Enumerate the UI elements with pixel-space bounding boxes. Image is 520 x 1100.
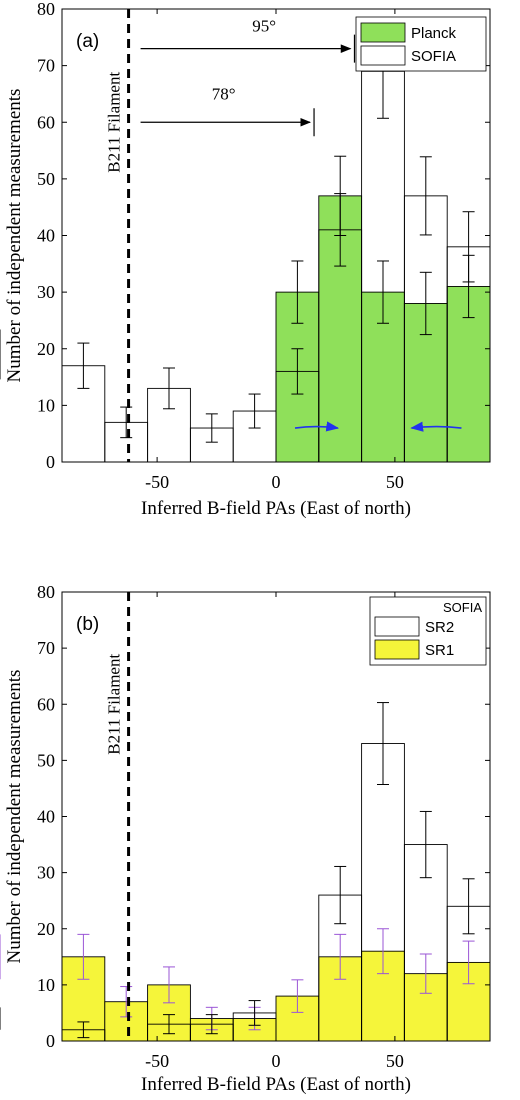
y-tick-label: 0 (46, 1031, 55, 1051)
errorbar-sr2 (77, 1021, 90, 1039)
y-tick-label: 80 (37, 582, 55, 602)
errorbar-planck (419, 271, 432, 336)
angle-label: 95° (252, 17, 276, 36)
blue-arrow (410, 421, 462, 432)
legend-label-sr1: SR1 (425, 642, 454, 659)
panel-label: (b) (76, 614, 99, 635)
errorbar-sofia (248, 393, 261, 429)
y-tick-label: 10 (37, 395, 55, 415)
y-axis-label: Number of independent measurements (4, 89, 25, 383)
panel-label: (a) (76, 31, 99, 52)
errorbar-sr2 (419, 810, 432, 879)
errorbar-sr1 (77, 933, 90, 980)
errorbar-sofia (291, 348, 304, 395)
angle-label: 78° (212, 85, 236, 104)
errorbar-sofia (163, 367, 175, 410)
errorbar-sr1 (334, 933, 347, 980)
errorbar-sr2 (334, 865, 347, 925)
x-axis-label: Inferred B-field PAs (East of north) (141, 1074, 411, 1095)
x-tick-label: -50 (145, 472, 169, 492)
legend-label-sr2: SR2 (425, 619, 454, 636)
errorbar-planck (377, 260, 389, 324)
blue-arrow (294, 421, 340, 432)
errorbar-sr2 (377, 702, 389, 786)
errorbar-sr1 (291, 979, 304, 1013)
legend-swatch-planck (360, 22, 406, 43)
filament-label: B211 Filament (105, 654, 124, 755)
errorbar-sr2 (163, 1014, 175, 1035)
x-tick-label: -50 (145, 1051, 169, 1071)
y-tick-label: 30 (37, 282, 55, 302)
errorbar-sofia (77, 342, 90, 389)
legend-title: SOFIA (443, 600, 482, 615)
errorbar-sr1 (120, 986, 133, 1018)
legend-label-planck: Planck (411, 25, 457, 42)
y-tick-label: 80 (37, 0, 55, 19)
y-tick-label: 70 (37, 56, 55, 76)
x-tick-label: 0 (272, 1051, 281, 1071)
y-tick-label: 40 (37, 226, 55, 246)
y-tick-label: 0 (46, 452, 55, 472)
filament-label: B211 Filament (105, 72, 124, 173)
panel-b-chart: 0 10 20 30 40 50 60 70 80 -50 0 50 Inferred B-field … (0, 582, 491, 1095)
errorbar-sr2 (248, 1000, 261, 1026)
y-tick-label: 20 (37, 339, 55, 359)
y-tick-label: 10 (37, 975, 55, 995)
errorbar-sofia (120, 406, 133, 439)
x-tick-label: 0 (272, 472, 281, 492)
x-tick-label: 50 (386, 1051, 404, 1071)
y-tick-label: 20 (37, 919, 55, 939)
y-tick-label: 70 (37, 638, 55, 658)
x-tick-label: 50 (386, 472, 404, 492)
y-tick-label: 30 (37, 863, 55, 883)
errorbar-sofia (205, 413, 218, 443)
errorbar-sofia (419, 156, 432, 236)
legend-swatch-sofia (360, 45, 406, 66)
errorbar-sr1 (377, 928, 389, 975)
errorbar-sr2 (462, 878, 475, 935)
errorbar-sofia (462, 211, 475, 283)
legend-label-sofia: SOFIA (411, 48, 456, 65)
legend: SOFIA SR2 SR1 (369, 596, 487, 666)
y-tick-label: 40 (37, 807, 55, 827)
x-axis-label: Inferred B-field PAs (East of north) (141, 498, 411, 519)
panel-a-chart: 0 10 20 30 40 50 60 70 80 -50 0 50 Inferred B-field … (0, 0, 491, 519)
y-tick-label: 50 (37, 750, 55, 770)
legend-swatch-sr2 (374, 616, 420, 637)
legend: Planck SOFIA (355, 16, 487, 72)
errorbar-planck (291, 260, 304, 324)
legend-swatch-sr1 (374, 639, 420, 660)
y-tick-label: 60 (37, 694, 55, 714)
errorbar-sr1 (419, 953, 432, 994)
y-tick-label: 60 (37, 112, 55, 132)
y-tick-label: 50 (37, 169, 55, 189)
errorbar-sr1 (462, 940, 475, 985)
y-axis-label: Number of independent measurements (4, 670, 25, 964)
errorbar-sofia (334, 193, 347, 267)
errorbar-sr1 (163, 966, 175, 1004)
errorbar-sr2 (205, 1014, 218, 1035)
